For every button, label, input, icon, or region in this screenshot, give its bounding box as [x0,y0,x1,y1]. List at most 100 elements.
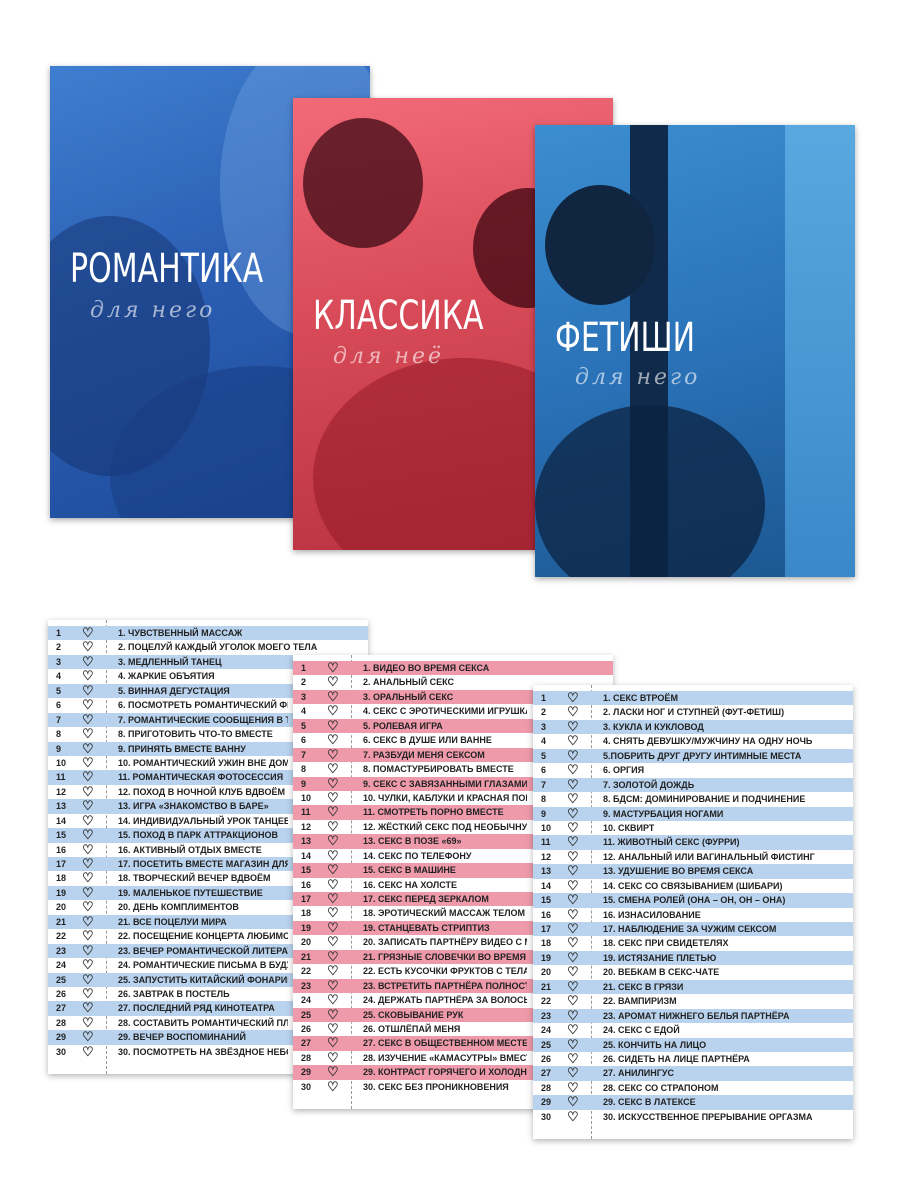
heart-outline-icon[interactable]: ♡ [567,834,579,850]
heart-outline-icon[interactable]: ♡ [567,1079,579,1095]
heart-outline-icon[interactable]: ♡ [327,761,339,777]
heart-outline-icon[interactable]: ♡ [567,690,579,705]
heart-outline-icon[interactable]: ♡ [327,919,339,935]
heart-outline-icon[interactable]: ♡ [82,653,94,669]
list-item: 11 ♡ 11. РОМАНТИЧЕСКАЯ ФОТОСЕССИЯ [48,769,368,785]
heart-outline-icon[interactable]: ♡ [567,733,579,749]
heart-outline-icon[interactable]: ♡ [327,1064,339,1080]
heart-outline-icon[interactable]: ♡ [327,1006,339,1022]
heart-outline-icon[interactable]: ♡ [327,862,339,878]
heart-outline-icon[interactable]: ♡ [82,884,94,900]
heart-outline-icon[interactable]: ♡ [82,827,94,843]
heart-outline-icon[interactable]: ♡ [567,877,579,893]
heart-outline-icon[interactable]: ♡ [327,934,339,950]
heart-outline-icon[interactable]: ♡ [567,1036,579,1052]
list-item: 5 ♡ 5.ПОБРИТЬ ДРУГ ДРУГУ ИНТИМНЫЕ МЕСТА [533,747,853,764]
heart-outline-icon[interactable]: ♡ [327,963,339,979]
heart-outline-icon[interactable]: ♡ [327,717,339,733]
heart-outline-icon[interactable]: ♡ [567,776,579,792]
list-item: 26 ♡ 26. ОТШЛЁПАЙ МЕНЯ [293,1020,613,1036]
heart-outline-icon[interactable]: ♡ [82,798,94,814]
heart-outline-icon[interactable]: ♡ [327,674,339,690]
heart-outline-icon[interactable]: ♡ [327,688,339,704]
heart-outline-icon[interactable]: ♡ [567,848,579,864]
heart-outline-icon[interactable]: ♡ [327,948,339,964]
heart-outline-icon[interactable]: ♡ [82,928,94,944]
heart-outline-icon[interactable]: ♡ [327,1078,339,1094]
heart-outline-icon[interactable]: ♡ [82,682,94,698]
heart-outline-icon[interactable]: ♡ [82,711,94,727]
heart-outline-icon[interactable]: ♡ [327,746,339,762]
heart-outline-icon[interactable]: ♡ [567,1050,579,1066]
heart-outline-icon[interactable]: ♡ [567,1022,579,1038]
heart-outline-icon[interactable]: ♡ [567,1108,579,1124]
heart-outline-icon[interactable]: ♡ [82,639,94,655]
heart-outline-icon[interactable]: ♡ [567,906,579,922]
heart-outline-icon[interactable]: ♡ [327,992,339,1008]
heart-outline-icon[interactable]: ♡ [327,847,339,863]
heart-outline-icon[interactable]: ♡ [82,625,94,640]
heart-outline-icon[interactable]: ♡ [567,791,579,807]
heart-outline-icon[interactable]: ♡ [327,789,339,805]
heart-outline-icon[interactable]: ♡ [82,740,94,756]
item-number: 5 [56,685,62,696]
heart-outline-icon[interactable]: ♡ [82,841,94,857]
item-number: 15 [301,865,312,876]
heart-outline-icon[interactable]: ♡ [327,977,339,993]
heart-outline-icon[interactable]: ♡ [82,899,94,915]
heart-outline-icon[interactable]: ♡ [327,1035,339,1051]
heart-outline-icon[interactable]: ♡ [567,921,579,936]
heart-outline-icon[interactable]: ♡ [567,819,579,835]
heart-outline-icon[interactable]: ♡ [567,964,579,980]
heart-outline-icon[interactable]: ♡ [327,804,339,820]
heart-outline-icon[interactable]: ♡ [327,775,339,791]
heart-outline-icon[interactable]: ♡ [82,942,94,958]
heart-outline-icon[interactable]: ♡ [567,1007,579,1023]
heart-outline-icon[interactable]: ♡ [82,783,94,799]
heart-outline-icon[interactable]: ♡ [82,668,94,684]
heart-outline-icon[interactable]: ♡ [82,957,94,973]
heart-outline-icon[interactable]: ♡ [82,1000,94,1016]
heart-outline-icon[interactable]: ♡ [327,1049,339,1065]
heart-outline-icon[interactable]: ♡ [567,978,579,994]
heart-outline-icon[interactable]: ♡ [82,726,94,742]
heart-outline-icon[interactable]: ♡ [567,1065,579,1081]
heart-outline-icon[interactable]: ♡ [567,892,579,908]
heart-outline-icon[interactable]: ♡ [567,747,579,763]
list-item: 17 ♡ 17. ПОСЕТИТЬ ВМЕСТЕ МАГАЗИН ДЛЯ ВЗРОС… [48,856,368,872]
heart-outline-icon[interactable]: ♡ [327,876,339,892]
heart-outline-icon[interactable]: ♡ [82,856,94,871]
heart-outline-icon[interactable]: ♡ [567,949,579,965]
item-number: 22 [56,931,67,942]
heart-outline-icon[interactable]: ♡ [567,1094,579,1110]
heart-outline-icon[interactable]: ♡ [567,704,579,720]
heart-outline-icon[interactable]: ♡ [82,1043,94,1059]
heart-outline-icon[interactable]: ♡ [327,660,339,675]
heart-outline-icon[interactable]: ♡ [82,985,94,1001]
heart-outline-icon[interactable]: ♡ [82,697,94,713]
heart-outline-icon[interactable]: ♡ [567,993,579,1009]
heart-outline-icon[interactable]: ♡ [82,769,94,785]
heart-outline-icon[interactable]: ♡ [327,732,339,748]
heart-outline-icon[interactable]: ♡ [327,1020,339,1036]
heart-outline-icon[interactable]: ♡ [327,703,339,719]
heart-outline-icon[interactable]: ♡ [567,935,579,951]
heart-outline-icon[interactable]: ♡ [82,971,94,987]
heart-outline-icon[interactable]: ♡ [82,1014,94,1030]
heart-outline-icon[interactable]: ♡ [82,913,94,929]
item-label: 2. АНАЛЬНЫЙ СЕКС [363,677,455,688]
heart-outline-icon[interactable]: ♡ [82,1029,94,1045]
heart-outline-icon[interactable]: ♡ [82,754,94,770]
heart-outline-icon[interactable]: ♡ [567,863,579,879]
heart-outline-icon[interactable]: ♡ [327,833,339,849]
heart-outline-icon[interactable]: ♡ [567,718,579,734]
heart-outline-icon[interactable]: ♡ [82,812,94,828]
heart-outline-icon[interactable]: ♡ [82,870,94,886]
heart-outline-icon[interactable]: ♡ [327,818,339,834]
heart-outline-icon[interactable]: ♡ [327,891,339,906]
heart-outline-icon[interactable]: ♡ [567,805,579,821]
heart-outline-icon[interactable]: ♡ [567,762,579,778]
item-number: 16 [541,909,552,920]
heart-outline-icon[interactable]: ♡ [327,905,339,921]
item-number: 19 [541,952,552,963]
